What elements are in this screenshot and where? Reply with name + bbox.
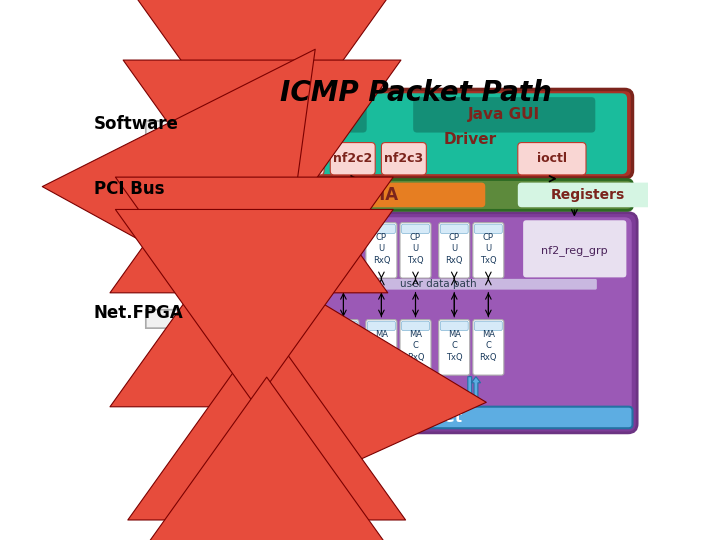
FancyArrow shape <box>145 117 210 144</box>
FancyBboxPatch shape <box>295 321 323 330</box>
FancyBboxPatch shape <box>222 321 251 330</box>
Text: CP
U
TxQ: CP U TxQ <box>335 233 352 265</box>
Text: MA
C
RxQ: MA C RxQ <box>407 329 424 362</box>
FancyBboxPatch shape <box>441 224 468 233</box>
FancyBboxPatch shape <box>255 320 286 375</box>
Text: MA
C
TxQ: MA C TxQ <box>446 329 462 362</box>
FancyBboxPatch shape <box>523 220 627 278</box>
FancyBboxPatch shape <box>218 279 597 289</box>
FancyBboxPatch shape <box>518 183 657 207</box>
Text: ioctl: ioctl <box>537 152 567 165</box>
FancyArrow shape <box>398 377 408 403</box>
Text: Ethernet: Ethernet <box>387 410 463 425</box>
FancyBboxPatch shape <box>256 224 284 233</box>
FancyBboxPatch shape <box>438 222 469 278</box>
FancyBboxPatch shape <box>438 320 469 375</box>
FancyBboxPatch shape <box>279 143 324 175</box>
Text: CP
U
RxQ: CP U RxQ <box>446 233 463 265</box>
FancyBboxPatch shape <box>382 143 426 175</box>
FancyArrow shape <box>465 377 474 405</box>
FancyBboxPatch shape <box>366 320 397 375</box>
FancyBboxPatch shape <box>294 222 325 278</box>
FancyArrow shape <box>145 181 210 209</box>
Text: CP
U
RxQ: CP U RxQ <box>300 233 318 265</box>
Text: MA
C: MA C <box>230 335 243 356</box>
FancyArrow shape <box>320 377 330 405</box>
FancyBboxPatch shape <box>367 224 395 233</box>
FancyArrow shape <box>472 377 481 403</box>
Text: CP
U
RxQ: CP U RxQ <box>373 233 390 265</box>
FancyBboxPatch shape <box>330 143 375 175</box>
FancyBboxPatch shape <box>221 93 627 174</box>
FancyBboxPatch shape <box>400 320 431 375</box>
Text: DMA: DMA <box>355 186 398 204</box>
Text: MA
C: MA C <box>264 335 277 356</box>
FancyBboxPatch shape <box>221 320 252 375</box>
Text: Software: Software <box>94 115 179 133</box>
Text: Java GUI: Java GUI <box>468 106 540 122</box>
Text: nf2c1: nf2c1 <box>282 152 321 165</box>
FancyBboxPatch shape <box>328 222 359 278</box>
FancyBboxPatch shape <box>218 407 632 428</box>
FancyArrow shape <box>145 305 205 333</box>
FancyBboxPatch shape <box>413 97 595 132</box>
Text: MA
C
RxQ: MA C RxQ <box>335 329 352 362</box>
Text: CP
U
RxQ: CP U RxQ <box>228 233 246 265</box>
Text: Driver: Driver <box>444 132 496 147</box>
FancyBboxPatch shape <box>366 222 397 278</box>
FancyBboxPatch shape <box>215 90 632 178</box>
FancyBboxPatch shape <box>269 183 485 207</box>
FancyBboxPatch shape <box>217 217 631 428</box>
Text: Registers: Registers <box>550 188 625 202</box>
FancyBboxPatch shape <box>215 179 632 211</box>
Text: nf2c2: nf2c2 <box>333 152 372 165</box>
Text: CP
U
TxQ: CP U TxQ <box>262 233 279 265</box>
FancyBboxPatch shape <box>367 321 395 330</box>
FancyBboxPatch shape <box>222 224 251 233</box>
FancyBboxPatch shape <box>400 222 431 278</box>
FancyBboxPatch shape <box>328 320 359 375</box>
FancyBboxPatch shape <box>223 97 366 132</box>
FancyBboxPatch shape <box>402 321 429 330</box>
FancyBboxPatch shape <box>474 321 503 330</box>
FancyBboxPatch shape <box>330 224 357 233</box>
FancyBboxPatch shape <box>295 224 323 233</box>
FancyBboxPatch shape <box>473 320 504 375</box>
Text: Net.FPGA: Net.FPGA <box>94 303 184 322</box>
FancyBboxPatch shape <box>518 143 586 175</box>
Text: MA
C
RxQ: MA C RxQ <box>480 329 497 362</box>
Text: nf2c3: nf2c3 <box>384 152 423 165</box>
Text: MA
C
TxQ: MA C TxQ <box>373 329 390 362</box>
FancyBboxPatch shape <box>212 213 637 433</box>
FancyBboxPatch shape <box>223 143 271 175</box>
FancyBboxPatch shape <box>402 224 429 233</box>
FancyArrow shape <box>326 377 336 403</box>
Text: ICMP Packet Path: ICMP Packet Path <box>279 79 552 107</box>
Text: CP
U
TxQ: CP U TxQ <box>408 233 424 265</box>
FancyBboxPatch shape <box>441 321 468 330</box>
Text: MA
C
TxQ: MA C TxQ <box>301 329 318 362</box>
FancyBboxPatch shape <box>294 320 325 375</box>
FancyArrow shape <box>392 377 402 405</box>
FancyBboxPatch shape <box>473 222 504 278</box>
Text: nf2c0: nf2c0 <box>228 152 267 165</box>
FancyBboxPatch shape <box>255 222 286 278</box>
Text: PW-OSPF: PW-OSPF <box>255 106 334 122</box>
FancyBboxPatch shape <box>221 222 252 278</box>
FancyBboxPatch shape <box>330 321 357 330</box>
Text: PCI Bus: PCI Bus <box>94 180 164 198</box>
Text: nf2_reg_grp: nf2_reg_grp <box>541 245 608 256</box>
FancyBboxPatch shape <box>256 321 284 330</box>
FancyBboxPatch shape <box>474 224 503 233</box>
Text: user data path: user data path <box>400 279 477 289</box>
Text: CP
U
TxQ: CP U TxQ <box>480 233 497 265</box>
